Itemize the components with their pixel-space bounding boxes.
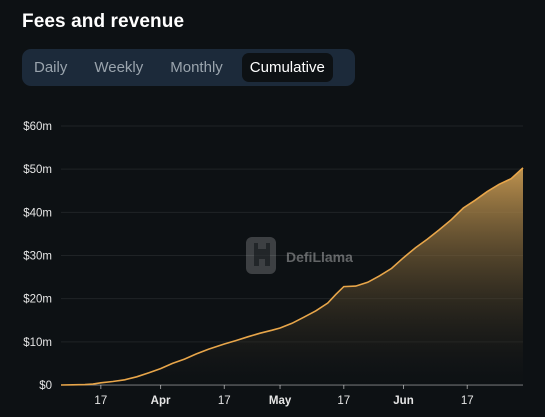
- x-tick-label: 17: [461, 395, 474, 407]
- y-tick-label: $0: [39, 380, 52, 392]
- tab-cumulative[interactable]: Cumulative: [241, 53, 333, 82]
- x-tick-label: May: [269, 395, 292, 407]
- tab-monthly[interactable]: Monthly: [170, 59, 223, 76]
- y-tick-label: $30m: [23, 251, 52, 263]
- tab-daily[interactable]: Daily: [34, 59, 68, 76]
- tab-weekly[interactable]: Weekly: [94, 59, 144, 76]
- y-tick-label: $10m: [23, 337, 52, 349]
- x-tick-label: 17: [218, 395, 231, 407]
- y-tick-label: $40m: [23, 207, 52, 219]
- y-tick-label: $60m: [23, 121, 52, 133]
- watermark-text: DefiLlama: [286, 249, 353, 265]
- y-tick-label: $50m: [23, 164, 52, 176]
- y-tick-label: $20m: [23, 294, 52, 306]
- x-tick-label: 17: [94, 395, 107, 407]
- x-tick-label: Jun: [393, 395, 413, 407]
- chart-title: Fees and revenue: [22, 11, 185, 32]
- x-tick-label: 17: [337, 395, 350, 407]
- x-tick-label: Apr: [151, 395, 171, 407]
- llama-logo-icon: [246, 237, 276, 274]
- period-tabs: Daily Weekly Monthly Cumulative: [22, 49, 355, 86]
- chart-grid: [61, 125, 523, 386]
- series-line: [60, 167, 524, 386]
- watermark: DefiLlama: [246, 237, 353, 274]
- cumulative-fees-chart: DefiLlama $0 $10m $20m $30m $40m $50m $60m 17 A…: [23, 121, 524, 407]
- series-area: [61, 167, 523, 385]
